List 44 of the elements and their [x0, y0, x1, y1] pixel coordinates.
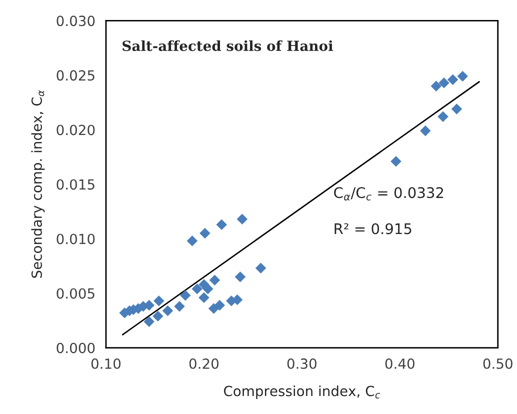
y-tick-label: 0.005	[56, 288, 94, 299]
x-tick-label: 0.10	[91, 358, 121, 369]
point	[236, 214, 248, 224]
y-tick-label: 0.000	[56, 342, 95, 354]
point	[438, 111, 448, 122]
x-tick-label: 0.40	[385, 358, 414, 369]
point	[180, 290, 191, 301]
point	[144, 316, 154, 327]
y-tick-label: 0.025	[56, 70, 94, 81]
point	[457, 70, 468, 82]
point	[154, 296, 164, 306]
point	[430, 80, 442, 92]
point	[192, 284, 202, 294]
annotation: R² = 0.915	[334, 223, 412, 234]
y-tick-label: 0.030	[56, 16, 95, 26]
point	[447, 74, 458, 85]
point	[162, 305, 174, 316]
x-tick-label: 0.50	[483, 358, 512, 369]
y-tick-label: 0.010	[56, 234, 95, 244]
point	[255, 262, 266, 274]
point	[420, 125, 431, 136]
point	[119, 307, 130, 318]
point	[202, 284, 214, 294]
point	[216, 219, 227, 230]
annotation: C$_{α}$/C$_{c}$ = 0.0332	[334, 187, 444, 200]
point	[198, 292, 210, 303]
point	[186, 236, 198, 246]
point	[174, 300, 185, 312]
point	[152, 310, 164, 322]
text: Salt-affected soils of Hanoi	[122, 40, 333, 52]
point	[390, 156, 402, 167]
point	[438, 77, 450, 88]
y-axis-title: Secondary comp. index, C$_{α}$	[31, 90, 45, 278]
point	[209, 274, 220, 286]
y-tick-label: 0.015	[56, 179, 94, 190]
point	[200, 228, 210, 239]
x-axis-title: Compression index, C$_{c}$	[224, 386, 380, 399]
point	[214, 300, 226, 311]
x-tick-label: 0.30	[287, 358, 316, 369]
point	[234, 272, 246, 282]
point	[208, 303, 220, 314]
point	[451, 104, 462, 114]
y-tick-label: 0.020	[56, 124, 95, 136]
x-tick-label: 0.20	[189, 358, 218, 369]
